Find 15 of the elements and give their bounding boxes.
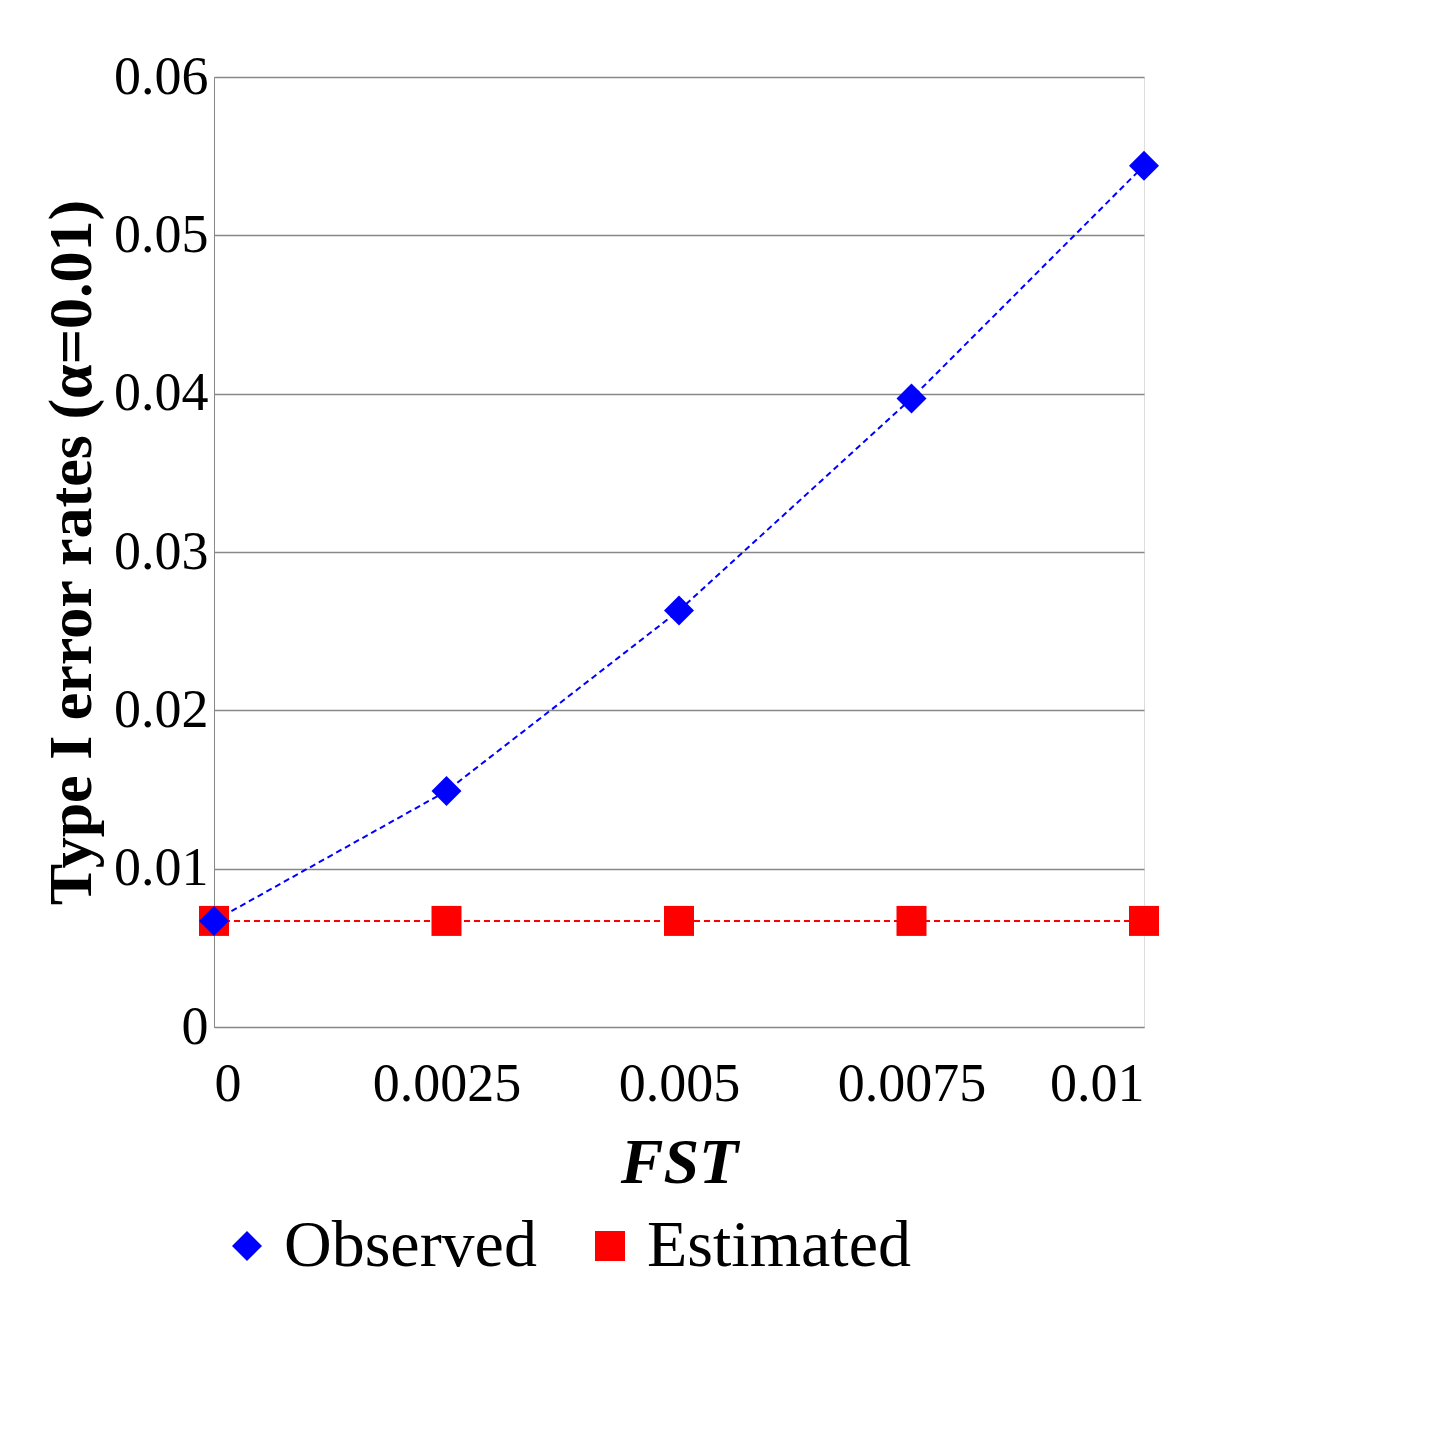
- x-tick-label: 0.01: [1050, 1052, 1145, 1113]
- y-tick-label: 0.03: [114, 520, 209, 581]
- legend-label: Estimated: [647, 1207, 911, 1280]
- x-tick-label: 0.0075: [837, 1052, 987, 1113]
- x-tick-label: 0.005: [618, 1052, 741, 1113]
- y-tick-label: 0.06: [114, 45, 209, 106]
- y-axis-title: Type I error rates (α=0.01): [36, 199, 105, 906]
- y-tick-label: 0.04: [114, 362, 209, 423]
- y-tick-label: 0: [181, 995, 209, 1056]
- y-tick-label: 0.02: [114, 678, 209, 739]
- legend-label: Observed: [284, 1207, 537, 1280]
- y-tick-label: 0.01: [114, 837, 209, 898]
- x-tick-label: 0.0025: [372, 1052, 522, 1113]
- y-tick-label: 0.05: [114, 203, 209, 264]
- x-axis-title: FST: [619, 1125, 742, 1197]
